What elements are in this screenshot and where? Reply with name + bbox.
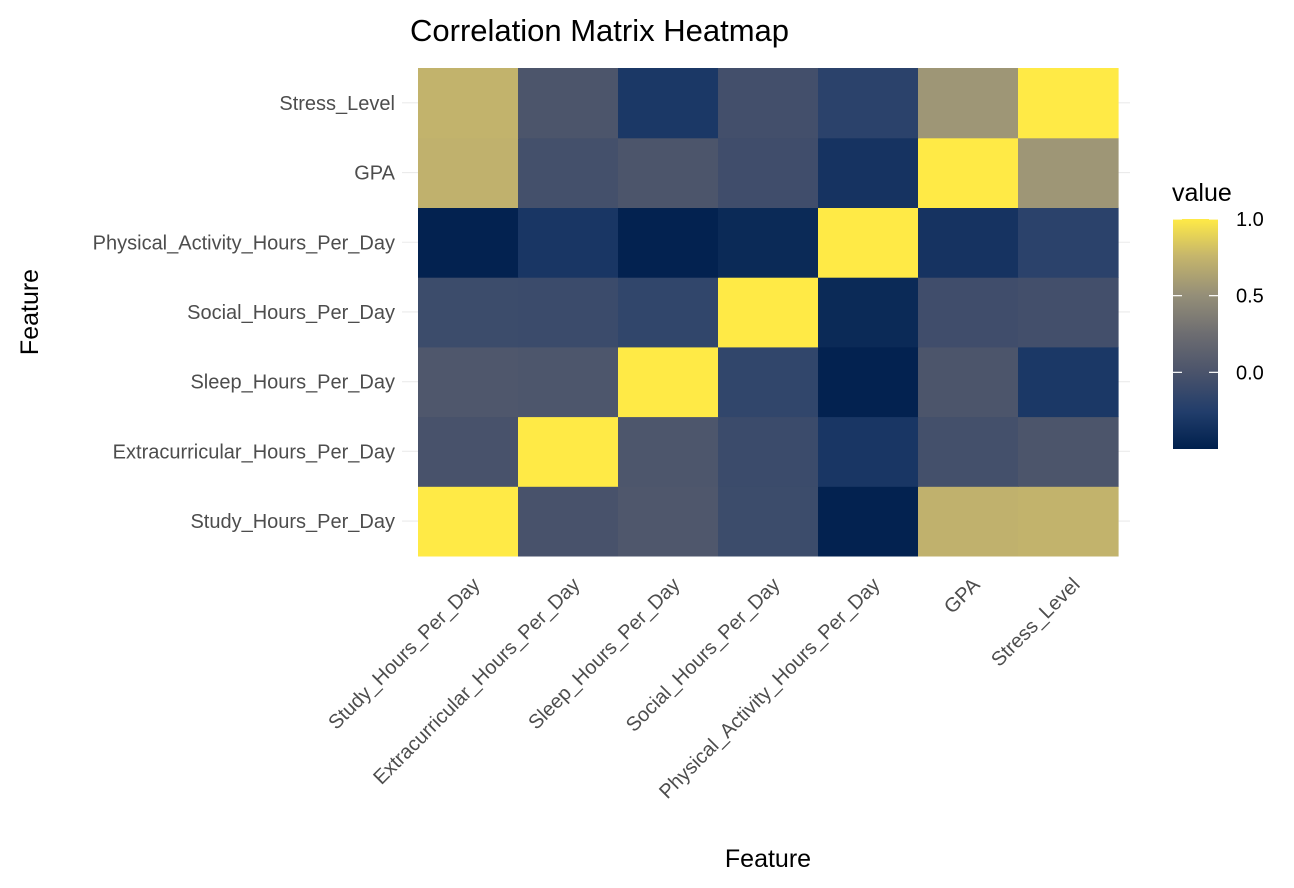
heatmap-cell bbox=[1018, 68, 1119, 139]
heatmap-cell bbox=[818, 137, 919, 208]
x-tick-label: Extracurricular_Hours_Per_Day bbox=[369, 574, 584, 789]
heatmap-cell bbox=[418, 346, 519, 418]
heatmap-cell bbox=[718, 137, 819, 208]
legend-tick-label: 1.0 bbox=[1236, 209, 1264, 231]
chart-title: Correlation Matrix Heatmap bbox=[410, 13, 789, 48]
heatmap-cell bbox=[518, 207, 619, 278]
heatmap-cell bbox=[418, 277, 519, 348]
legend-colorbar bbox=[1173, 219, 1218, 449]
heatmap-cell bbox=[1018, 277, 1119, 348]
heatmap-cell bbox=[618, 277, 719, 348]
y-tick-label: Sleep_Hours_Per_Day bbox=[190, 372, 395, 394]
heatmap-cell bbox=[818, 486, 919, 557]
heatmap-cell bbox=[818, 207, 919, 278]
heatmap-cell bbox=[518, 277, 619, 348]
y-tick-label: Social_Hours_Per_Day bbox=[187, 302, 395, 324]
heatmap-cell bbox=[718, 277, 819, 348]
heatmap-cell bbox=[718, 68, 819, 139]
heatmap-cell bbox=[418, 207, 519, 278]
heatmap-cell bbox=[518, 346, 619, 418]
heatmap-cell bbox=[718, 207, 819, 278]
y-tick-label: Study_Hours_Per_Day bbox=[190, 511, 395, 533]
heatmap-cell bbox=[918, 207, 1019, 278]
heatmap-cell bbox=[618, 68, 719, 139]
y-axis-tick-labels: Study_Hours_Per_Day Extracurricular_Hours… bbox=[93, 93, 396, 533]
x-tick-label: Physical_Activity_Hours_Per_Day bbox=[655, 574, 884, 803]
x-tick-label: Stress_Level bbox=[987, 574, 1084, 671]
heatmap-cell bbox=[1018, 416, 1119, 487]
x-tick-label: GPA bbox=[940, 573, 985, 618]
heatmap-cell bbox=[818, 68, 919, 139]
legend-title: value bbox=[1172, 179, 1232, 207]
heatmap-cell bbox=[618, 486, 719, 557]
x-axis-title: Feature bbox=[725, 845, 811, 873]
heatmap-cells bbox=[418, 68, 1119, 557]
heatmap-cell bbox=[418, 137, 519, 208]
heatmap-cell bbox=[918, 277, 1019, 348]
y-tick-label: GPA bbox=[354, 163, 395, 185]
y-axis-title: Feature bbox=[16, 269, 44, 355]
heatmap-cell bbox=[418, 416, 519, 487]
heatmap-cell bbox=[918, 346, 1019, 418]
y-tick-label: Physical_Activity_Hours_Per_Day bbox=[93, 232, 395, 254]
heatmap-cell bbox=[618, 137, 719, 208]
heatmap-cell bbox=[518, 416, 619, 487]
heatmap-cell bbox=[518, 137, 619, 208]
legend-tick-label: 0.5 bbox=[1236, 286, 1264, 308]
heatmap-cell bbox=[518, 486, 619, 557]
legend-tick-label: 0.0 bbox=[1236, 362, 1264, 384]
heatmap-cell bbox=[1018, 137, 1119, 208]
x-axis-tick-labels: Study_Hours_Per_DayExtracurricular_Hours… bbox=[324, 573, 1084, 803]
heatmap-cell bbox=[618, 207, 719, 278]
heatmap-cell bbox=[718, 486, 819, 557]
heatmap-cell bbox=[618, 416, 719, 487]
heatmap-cell bbox=[1018, 207, 1119, 278]
y-tick-label: Extracurricular_Hours_Per_Day bbox=[113, 441, 395, 463]
heatmap-cell bbox=[618, 346, 719, 418]
heatmap-cell bbox=[718, 416, 819, 487]
heatmap-cell bbox=[818, 277, 919, 348]
heatmap-cell bbox=[418, 68, 519, 139]
heatmap-cell bbox=[1018, 346, 1119, 418]
legend: value 1.0 0.5 0.0 bbox=[1172, 179, 1264, 449]
heatmap-cell bbox=[1018, 486, 1119, 557]
y-tick-label: Stress_Level bbox=[279, 93, 395, 115]
heatmap-cell bbox=[918, 486, 1019, 557]
legend-ticks: 1.0 0.5 0.0 bbox=[1173, 209, 1264, 384]
heatmap-cell bbox=[918, 416, 1019, 487]
heatmap-cell bbox=[818, 346, 919, 418]
heatmap-cell bbox=[818, 416, 919, 487]
heatmap-cell bbox=[718, 346, 819, 418]
heatmap-cell bbox=[918, 137, 1019, 208]
heatmap-cell bbox=[418, 486, 519, 557]
heatmap-cell bbox=[918, 68, 1019, 139]
heatmap-cell bbox=[518, 68, 619, 139]
